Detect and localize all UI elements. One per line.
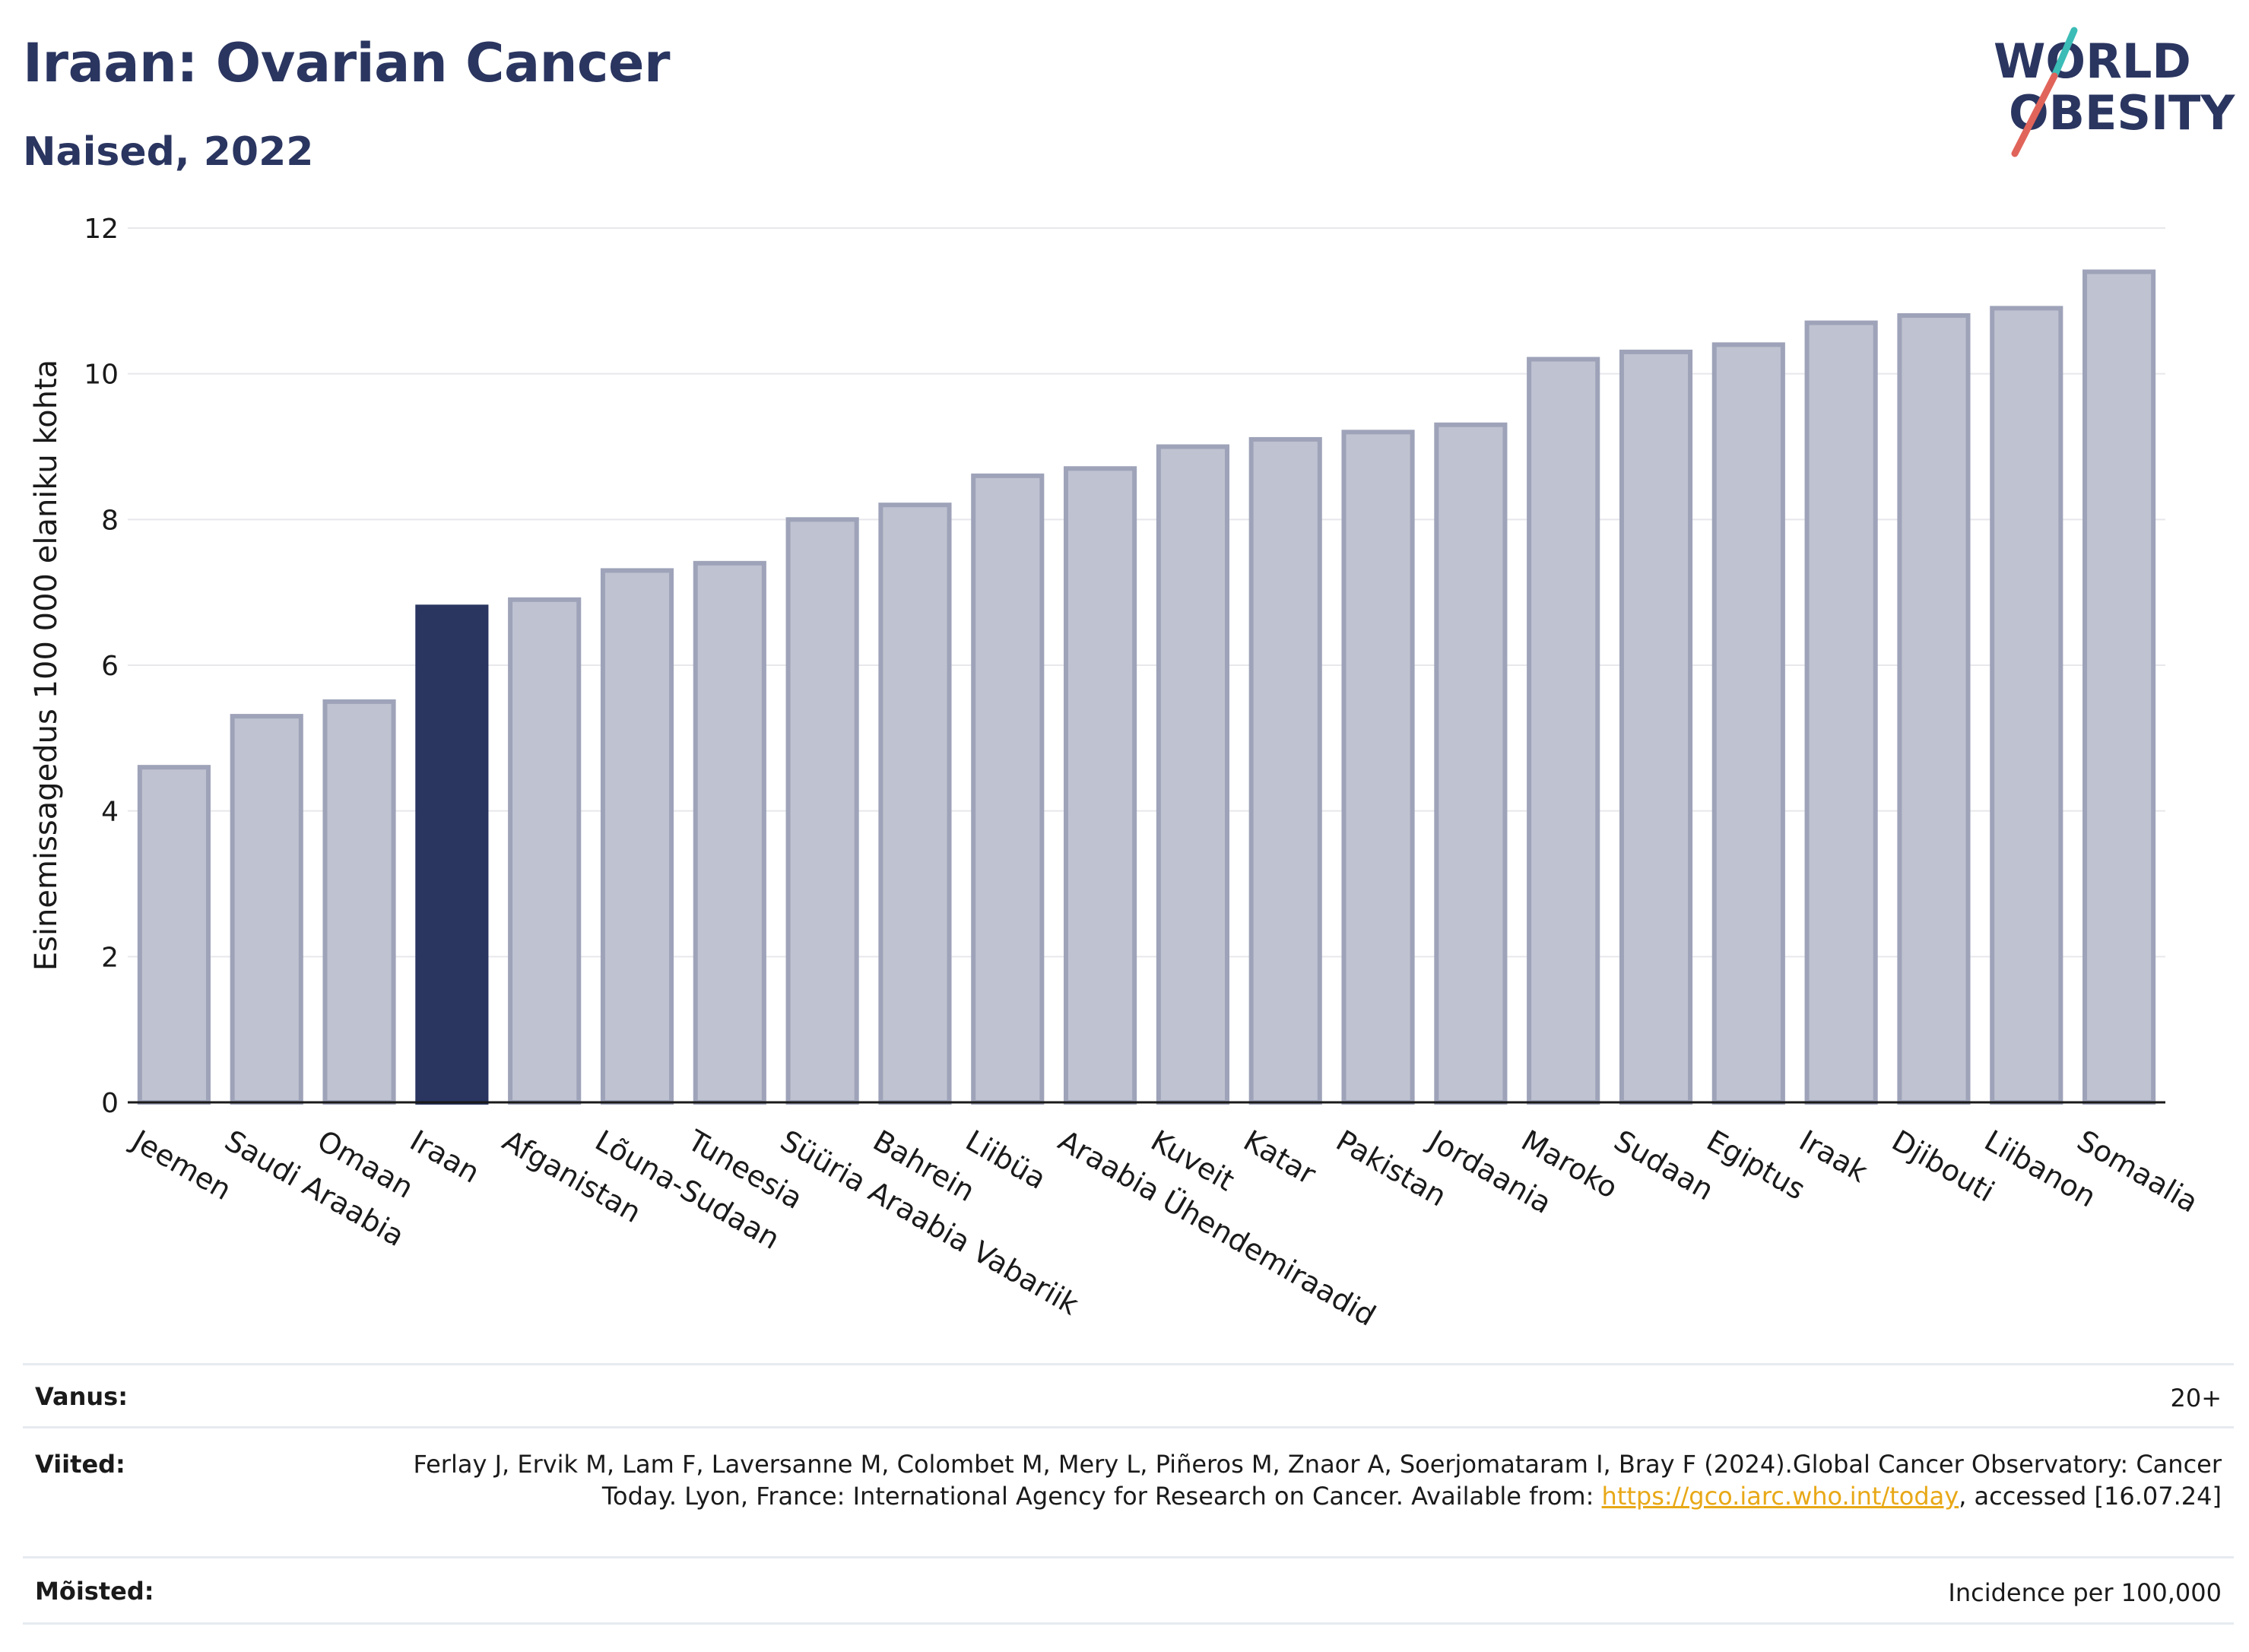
- meta-row-age: Vanus: 20+: [23, 1363, 2234, 1426]
- bar-pakistan: [1341, 430, 1415, 1105]
- bar-iraan: [415, 604, 489, 1105]
- bar-egiptus: [1711, 342, 1785, 1105]
- page-title: Iraan: Ovarian Cancer: [23, 32, 671, 94]
- y-tick-label: 6: [101, 651, 119, 682]
- bar-jordaania: [1434, 422, 1508, 1105]
- bar-bahrein: [878, 503, 952, 1105]
- age-value: 20+: [2170, 1384, 2222, 1413]
- x-tick-label: Jeemen: [125, 1123, 237, 1206]
- bar-sudaan: [1619, 349, 1693, 1105]
- meta-row-definitions: Mõisted: Incidence per 100,000: [23, 1556, 2234, 1625]
- bar-djibouti: [1897, 313, 1971, 1105]
- bar-s-ria-araabia-vabariik: [785, 517, 859, 1105]
- bar-afganistan: [508, 597, 582, 1105]
- bar-iraak: [1804, 320, 1878, 1105]
- y-tick-label: 4: [101, 797, 119, 828]
- y-axis-label: Esinemissagedus 100 000 elaniku kohta: [29, 360, 64, 971]
- bar-kuveit: [1156, 444, 1229, 1105]
- bar-saudi-araabia: [230, 714, 303, 1105]
- y-tick-label: 2: [101, 942, 119, 973]
- definitions-value: Incidence per 100,000: [1948, 1578, 2222, 1607]
- logo-slash-red: [2011, 72, 2058, 157]
- meta-row-references: Viited: Ferlay J, Ervik M, Lam F, Lavers…: [23, 1426, 2234, 1556]
- references-text: Ferlay J, Ervik M, Lam F, Laversanne M, …: [413, 1450, 2222, 1511]
- bar-maroko: [1527, 357, 1600, 1105]
- bar-liibanon: [1990, 306, 2063, 1105]
- y-tick-label: 0: [101, 1088, 119, 1119]
- references-link[interactable]: https://gco.iarc.who.int/today: [1601, 1482, 1959, 1511]
- bar-liib-a: [971, 473, 1045, 1105]
- page-subtitle: Naised, 2022: [23, 129, 314, 175]
- references-value: Ferlay J, Ervik M, Lam F, Laversanne M, …: [397, 1448, 2234, 1512]
- x-tick-label: Somaalia: [2072, 1124, 2204, 1219]
- bar-araabia-hendemiraadid: [1064, 466, 1137, 1105]
- references-accessed: , accessed [16.07.24]: [1959, 1482, 2222, 1511]
- bar-katar: [1248, 436, 1322, 1105]
- references-label: Viited:: [35, 1450, 125, 1479]
- metadata-table: Vanus: 20+ Viited: Ferlay J, Ervik M, La…: [23, 1363, 2234, 1625]
- bar-l-una-sudaan: [600, 568, 674, 1105]
- logo-slash-teal: [2051, 27, 2078, 80]
- x-tick-label: Egiptus: [1701, 1124, 1811, 1206]
- y-tick-label: 10: [84, 360, 119, 391]
- bar-jeemen: [137, 765, 211, 1105]
- bar-tuneesia: [693, 560, 766, 1105]
- y-axis-ticks: 0 2 4 6 8 10 12: [84, 214, 119, 1119]
- x-tick-label: Katar: [1238, 1124, 1321, 1191]
- logo-line1: WORLD: [1994, 33, 2191, 89]
- definitions-label: Mõisted:: [35, 1577, 154, 1606]
- y-tick-label: 12: [84, 214, 119, 245]
- bar-omaan: [322, 699, 396, 1105]
- bar-somaalia: [2082, 269, 2156, 1105]
- bars: [137, 269, 2156, 1105]
- x-tick-label: Djibouti: [1886, 1124, 2000, 1209]
- age-label: Vanus:: [35, 1382, 128, 1411]
- x-tick-label: Sudaan: [1609, 1124, 1720, 1207]
- y-tick-label: 8: [101, 505, 119, 536]
- world-obesity-logo: WORLD OBESITY: [1994, 27, 2235, 157]
